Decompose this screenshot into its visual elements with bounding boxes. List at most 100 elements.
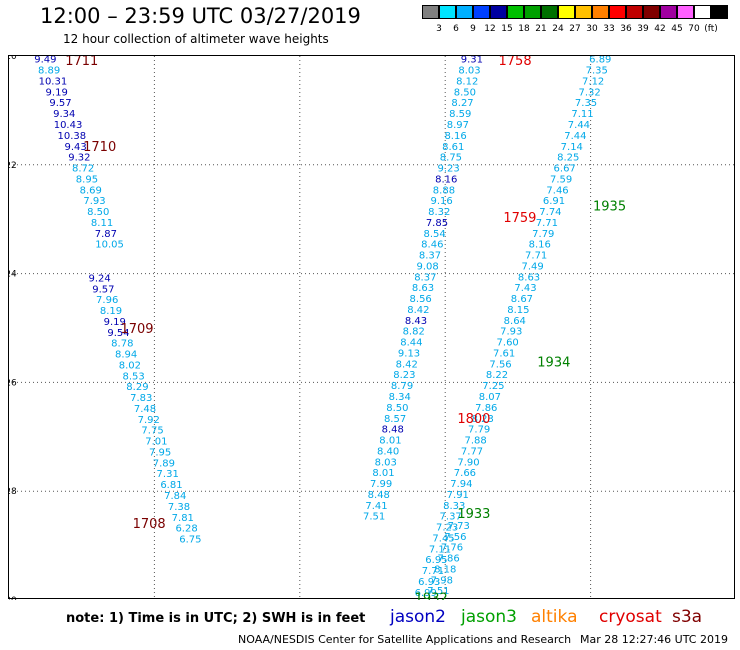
credit-text: NOAA/NESDIS Center for Satellite Applica…: [238, 633, 572, 646]
wave-height-value: 7.79: [532, 229, 554, 240]
wave-height-value: 7.89: [153, 458, 175, 469]
wave-height-value: 7.23: [436, 523, 458, 534]
wave-height-value: 8.48: [382, 425, 404, 436]
wave-height-value: 7.76: [441, 543, 463, 554]
wave-height-value: 7.38: [168, 502, 190, 513]
wave-height-value: 7.75: [141, 426, 163, 437]
wave-height-value: 8.44: [400, 338, 422, 349]
footer-note: note: 1) Time is in UTC; 2) SWH is in fe…: [66, 611, 366, 626]
wave-height-value: 7.49: [521, 261, 543, 272]
scale-label: 30: [586, 24, 598, 34]
wave-height-value: 8.78: [111, 339, 133, 350]
wave-height-value: 7.84: [164, 491, 186, 502]
wave-height-value: 8.01: [379, 436, 401, 447]
wave-height-value: 8.25: [557, 153, 579, 164]
wave-height-value: 7.01: [145, 437, 167, 448]
scale-label: 45: [671, 24, 683, 34]
wave-height-value: 8.19: [100, 306, 122, 317]
pass-time-label: 1708: [133, 517, 166, 532]
wave-height-value: 7.56: [444, 532, 466, 543]
wave-height-value: 8.02: [119, 360, 141, 371]
scale-swatch: [643, 5, 660, 19]
lat-tick-label: -28: [9, 487, 17, 497]
wave-height-value: 7.35: [575, 98, 597, 109]
scale-swatch: [490, 5, 507, 19]
wave-height-value: 7.66: [454, 468, 476, 479]
wave-height-value: 8.82: [403, 327, 425, 338]
lat-tick-label: -26: [9, 378, 17, 388]
mission-cryosat: cryosat: [599, 607, 662, 627]
wave-height-value: 8.59: [449, 109, 471, 120]
scale-label: 12: [484, 24, 496, 34]
wave-height-value: 7.92: [138, 415, 160, 426]
wave-height-value: 7.86: [475, 403, 497, 414]
wave-height-value: 6.89: [589, 56, 611, 66]
wave-height-value: 7.61: [493, 348, 515, 359]
scale-label: 24: [552, 24, 564, 34]
mission-s3a: s3a: [672, 607, 703, 627]
wave-height-value: 9.19: [104, 317, 126, 328]
scale-label: 27: [569, 24, 581, 34]
wave-height-value: 8.95: [76, 174, 98, 185]
scale-swatch: [439, 5, 456, 19]
wave-height-value: 8.53: [123, 371, 145, 382]
wave-height-value: 6.67: [554, 164, 576, 175]
wave-height-value: 8.72: [72, 164, 94, 175]
wave-height-value: 7.93: [83, 196, 105, 207]
wave-height-value: 9.34: [53, 109, 75, 120]
wave-height-value: 8.42: [396, 359, 418, 370]
scale-label: 15: [501, 24, 513, 34]
wave-height-value: 8.16: [435, 174, 457, 185]
wave-height-value: 7.51: [363, 512, 385, 523]
pass-time-label: 1934: [537, 356, 570, 371]
wave-height-value: 9.24: [88, 273, 110, 284]
wave-height-value: 7.85: [426, 218, 448, 229]
wave-height-value: 9.31: [461, 56, 483, 66]
scale-label: 39: [637, 24, 649, 34]
wave-height-value: 9.19: [46, 87, 68, 98]
scale-swatch: [694, 5, 711, 19]
wave-height-value: 8.33: [443, 501, 465, 512]
scale-label: 33: [603, 24, 615, 34]
scale-label: 36: [620, 24, 632, 34]
lat-tick-label: -24: [9, 270, 17, 280]
wave-height-value: 8.27: [451, 98, 473, 109]
wave-height-value: 9.57: [49, 98, 71, 109]
pass-time-label: 1758: [499, 56, 532, 69]
scale-swatch: [626, 5, 643, 19]
scale-swatch: [592, 5, 609, 19]
scale-swatch: [541, 5, 558, 19]
wave-height-value: 8.18: [434, 564, 456, 575]
mission-jason3: jason3: [461, 607, 517, 627]
wave-height-value: 8.23: [472, 414, 494, 425]
wave-height-value: 8.11: [91, 218, 113, 229]
wave-height-value: 7.60: [497, 338, 519, 349]
pass-time-label: 1709: [120, 322, 153, 337]
wave-height-value: 6.93: [418, 577, 440, 588]
wave-height-value: 8.03: [375, 457, 397, 468]
wave-height-value: 8.40: [377, 446, 399, 457]
scale-label: 21: [535, 24, 547, 34]
scale-swatch: [575, 5, 592, 19]
wave-height-value: 10.43: [54, 120, 83, 131]
scale-swatch: [677, 5, 694, 19]
wave-height-value: 8.94: [115, 350, 137, 361]
mission-altika: altika: [531, 607, 578, 627]
wave-height-value: 7.43: [514, 283, 536, 294]
wave-height-value: 8.50: [386, 403, 408, 414]
wave-height-value: 8.50: [454, 87, 476, 98]
wave-height-value: 8.42: [407, 305, 429, 316]
scale-label: (ft): [704, 24, 718, 34]
wave-height-value: 8.56: [410, 294, 432, 305]
scale-label: 70: [688, 24, 700, 34]
wave-height-value: 7.93: [500, 327, 522, 338]
lat-tick-label: -22: [9, 161, 17, 171]
wave-height-value: 8.43: [405, 316, 427, 327]
lat-tick-label: -20: [9, 56, 17, 62]
wave-height-value: 8.32: [428, 207, 450, 218]
wave-height-value: 9.16: [430, 196, 452, 207]
wave-height-value: 8.61: [442, 142, 464, 153]
wave-height-value: 8.46: [421, 240, 443, 251]
map-subtitle: 12 hour collection of altimeter wave hei…: [63, 32, 329, 46]
wave-height-value: 8.12: [456, 76, 478, 87]
